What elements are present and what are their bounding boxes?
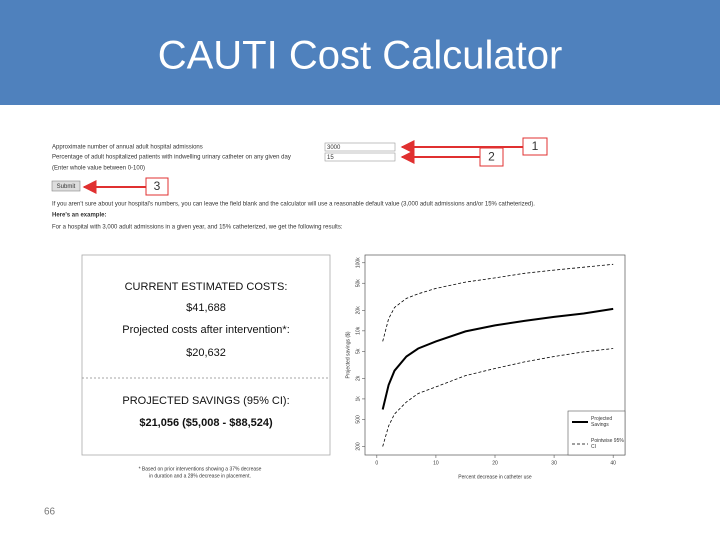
results-heading: Projected costs after intervention*: xyxy=(122,324,290,336)
form-label: Percentage of adult hospitalized patient… xyxy=(52,155,291,161)
results-value: $21,056 ($5,008 - $88,524) xyxy=(139,417,273,429)
legend-label: Projected Savings xyxy=(591,416,612,428)
results-value: $41,688 xyxy=(186,302,226,314)
x-tick-label: 40 xyxy=(610,460,616,466)
results-box xyxy=(81,254,331,456)
submit-button[interactable] xyxy=(51,180,81,192)
series-line xyxy=(382,348,614,447)
series-line xyxy=(381,307,614,410)
footnote: in duration and a 28% decrease in placem… xyxy=(149,473,251,479)
results-value: $20,632 xyxy=(186,347,226,359)
y-tick-label: 50k xyxy=(355,279,361,288)
series-line xyxy=(382,263,614,342)
header-bar xyxy=(0,0,720,105)
y-tick-label: 20k xyxy=(355,306,361,315)
results-heading: PROJECTED SAVINGS (95% CI): xyxy=(122,395,289,407)
x-tick-label: 0 xyxy=(375,460,378,466)
y-tick-label: 2k xyxy=(355,375,361,381)
callout-number: 2 xyxy=(488,150,495,164)
input-admissions[interactable] xyxy=(324,142,396,152)
y-tick-label: 5k xyxy=(355,348,361,354)
input-value: 3000 xyxy=(327,145,341,151)
x-tick-label: 10 xyxy=(433,460,439,466)
y-axis-label: Projected savings ($) xyxy=(345,331,351,378)
input-percent[interactable] xyxy=(324,152,396,162)
submit-label: Submit xyxy=(57,184,76,190)
slide-title: CAUTI Cost Calculator xyxy=(158,34,563,78)
legend-label: Pointwise 95% CI xyxy=(591,438,624,450)
results-heading: CURRENT ESTIMATED COSTS: xyxy=(125,281,288,293)
y-tick-label: 10k xyxy=(355,326,361,335)
callout-box xyxy=(479,147,504,167)
y-tick-label: 100k xyxy=(355,257,361,268)
form-label: Approximate number of annual adult hospi… xyxy=(52,145,203,151)
y-tick-label: 1k xyxy=(355,396,361,402)
input-value: 15 xyxy=(327,155,334,161)
form-note: If you aren't sure about your hospital's… xyxy=(52,202,535,208)
callout-number: 1 xyxy=(532,139,539,153)
callout-number: 3 xyxy=(154,179,161,193)
footnote: * Based on prior interventions showing a… xyxy=(139,466,262,472)
page-number: 66 xyxy=(44,507,56,518)
y-tick-label: 500 xyxy=(355,415,361,424)
y-tick-label: 200 xyxy=(355,442,361,451)
callout-box xyxy=(145,177,169,196)
example-heading: Here's an example: xyxy=(52,213,106,219)
callout-box xyxy=(522,137,548,156)
x-tick-label: 20 xyxy=(492,460,498,466)
example-text: For a hospital with 3,000 adult admissio… xyxy=(52,225,343,231)
chart: 200 500 1k 2k 5k 10k 20k 50k 100k 0 10 20 30 40 Percen… xyxy=(345,254,626,480)
legend-box xyxy=(567,410,626,456)
x-axis-label: Percent decrease in catheter use xyxy=(458,474,532,480)
form-hint: (Enter whole value between 0-100) xyxy=(52,166,145,172)
x-tick-label: 30 xyxy=(551,460,557,466)
